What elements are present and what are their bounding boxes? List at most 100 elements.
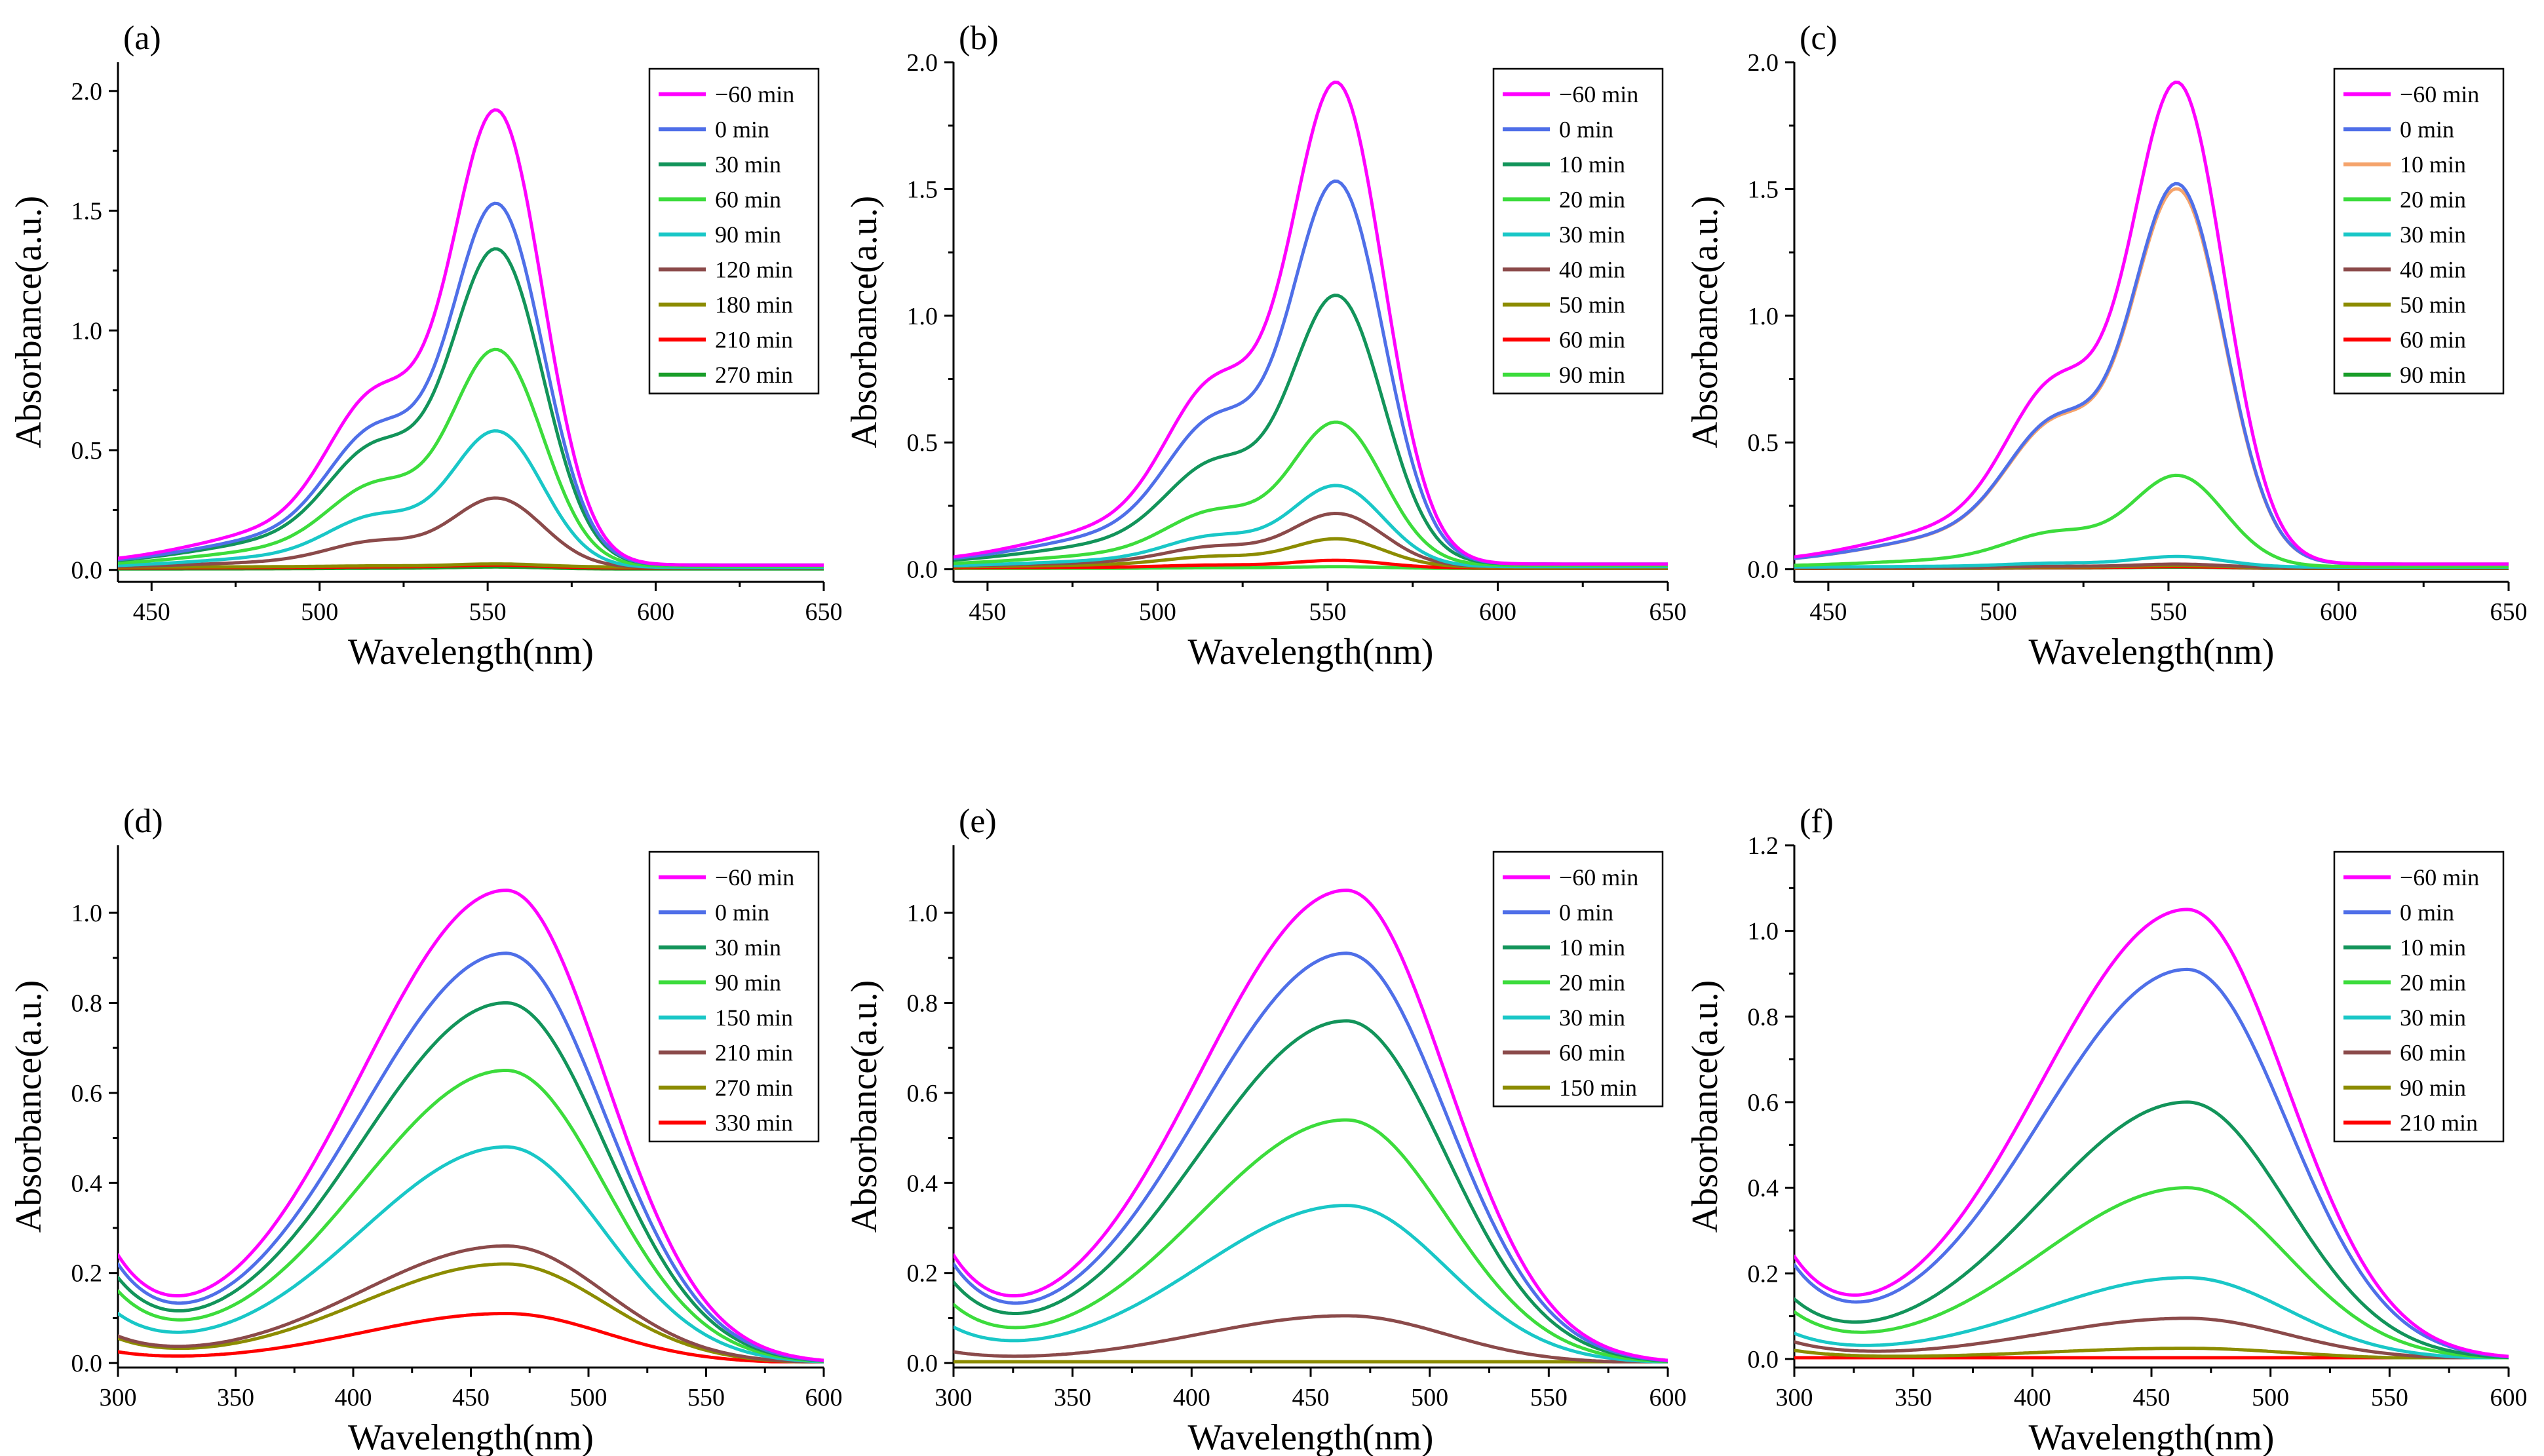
panel-label: (c)	[1800, 20, 1838, 57]
legend-label: −60 min	[2400, 81, 2479, 107]
x-tick-label: 450	[969, 598, 1006, 626]
x-tick-label: 600	[805, 1384, 843, 1411]
y-tick-label: 1.5	[71, 198, 103, 225]
series-line	[1794, 473, 2509, 569]
series-line	[1794, 1100, 2509, 1360]
legend-label: 120 min	[715, 256, 793, 282]
x-tick-label: 650	[2490, 598, 2528, 626]
y-tick-label: 1.0	[71, 317, 103, 345]
legend-label: 330 min	[715, 1109, 793, 1136]
y-tick-label: 1.0	[1748, 303, 1779, 330]
series-line	[118, 1244, 824, 1364]
series-line	[1794, 967, 2509, 1358]
series-line	[954, 1204, 1668, 1364]
legend-box	[1492, 851, 1664, 1107]
legend-label: 270 min	[715, 1075, 793, 1101]
x-tick-label: 400	[2014, 1384, 2051, 1411]
legend-label: −60 min	[715, 81, 794, 107]
chart-panel: (b) 450 500 550 600 650 0.0 0.5 1.0 1.5 2.0 Wavelen…	[844, 20, 1687, 672]
y-tick-label: 0.0	[71, 557, 103, 584]
series-line	[1794, 908, 2509, 1358]
series-line	[954, 1118, 1668, 1364]
legend-label: 40 min	[2400, 256, 2466, 282]
series-line	[118, 1262, 824, 1364]
legend-label: 180 min	[715, 292, 793, 318]
y-tick-label: 0.6	[1748, 1089, 1779, 1117]
y-axis-title: Absorbance(a.u.)	[844, 196, 885, 449]
series-line	[954, 889, 1668, 1362]
panel-label: (e)	[959, 803, 997, 840]
series-line	[1794, 1276, 2509, 1360]
legend-label: 30 min	[2400, 1005, 2466, 1031]
legend-label: 0 min	[715, 116, 769, 142]
y-tick-label: 2.0	[71, 78, 103, 105]
panel-label: (f)	[1800, 803, 1834, 840]
x-axis-title: Wavelength(nm)	[2029, 1417, 2275, 1456]
legend: −60 min 0 min 10 min 20 min 30 min 40 min 50 m…	[1492, 67, 1664, 394]
x-tick-label: 500	[1980, 598, 2017, 626]
y-tick-label: 1.0	[907, 900, 938, 927]
x-tick-label: 450	[133, 598, 170, 626]
series-line	[954, 1019, 1668, 1363]
y-axis-title: Absorbance(a.u.)	[1685, 980, 1725, 1233]
panel-label: (a)	[123, 20, 161, 57]
legend-label: 0 min	[1559, 899, 1613, 925]
legend-label: 30 min	[715, 934, 781, 961]
legend-label: 0 min	[2400, 899, 2454, 925]
legend: −60 min 0 min 30 min 60 min 90 min 120 min 180…	[648, 67, 820, 394]
x-tick-label: 600	[1479, 598, 1516, 626]
legend-label: 270 min	[715, 362, 793, 388]
x-axis-title: Wavelength(nm)	[1188, 632, 1434, 672]
panel-label: (b)	[959, 20, 999, 57]
legend-label: 40 min	[1559, 256, 1625, 282]
x-tick-label: 350	[1054, 1384, 1091, 1411]
y-tick-label: 0.5	[1748, 429, 1779, 457]
legend-label: 20 min	[1559, 186, 1625, 212]
series-line	[1794, 1316, 2509, 1360]
legend-label: −60 min	[1559, 864, 1638, 891]
legend: −60 min 0 min 10 min 20 min 30 min 60 min 150 …	[1492, 851, 1664, 1107]
y-tick-label: 0.2	[1748, 1260, 1779, 1288]
x-tick-label: 500	[1411, 1384, 1448, 1411]
legend-label: 0 min	[2400, 116, 2454, 142]
y-tick-label: 0.0	[1748, 556, 1779, 584]
x-tick-label: 300	[935, 1384, 973, 1411]
legend-label: −60 min	[2400, 864, 2479, 891]
legend-label: 210 min	[715, 1039, 793, 1065]
y-tick-label: 1.2	[1748, 832, 1779, 860]
legend-label: 30 min	[2400, 221, 2466, 248]
x-tick-label: 500	[570, 1384, 607, 1411]
x-tick-label: 650	[1649, 598, 1687, 626]
y-tick-label: 1.0	[1748, 918, 1779, 946]
legend-label: 10 min	[1559, 151, 1625, 178]
x-tick-label: 300	[1776, 1384, 1813, 1411]
legend-label: 90 min	[715, 221, 781, 248]
legend-label: 10 min	[2400, 934, 2466, 961]
y-tick-label: 0.4	[1748, 1175, 1779, 1202]
legend-label: 60 min	[2400, 1039, 2466, 1065]
legend-label: 50 min	[2400, 292, 2466, 318]
y-tick-label: 0.8	[71, 989, 103, 1017]
x-tick-label: 300	[100, 1384, 137, 1411]
x-tick-label: 450	[452, 1384, 490, 1411]
legend-label: 30 min	[1559, 1005, 1625, 1031]
legend-label: 90 min	[2400, 1075, 2466, 1101]
y-tick-label: 2.0	[907, 49, 938, 77]
legend-label: −60 min	[1559, 81, 1638, 107]
y-tick-label: 0.4	[71, 1170, 103, 1197]
chart-panel: (e) 300 350 400 450 500 550 600 0.0 0.2 0.4 0.6 0.8 1…	[844, 803, 1687, 1456]
y-axis-title: Absorbance(a.u.)	[9, 196, 49, 449]
x-axis-title: Wavelength(nm)	[348, 632, 594, 672]
legend-label: −60 min	[715, 864, 794, 891]
y-tick-label: 1.0	[71, 900, 103, 927]
x-tick-label: 450	[2133, 1384, 2170, 1411]
panel-label: (d)	[123, 803, 163, 840]
y-tick-label: 1.0	[907, 303, 938, 330]
chart-panel: (f) 300 350 400 450 500 550 600 0.0 0.2 0.4 0.6 0.8 1…	[1685, 803, 2528, 1456]
x-tick-label: 550	[1530, 1384, 1568, 1411]
legend-label: 60 min	[1559, 1039, 1625, 1065]
series-line	[118, 1069, 824, 1364]
y-tick-label: 0.8	[907, 989, 938, 1017]
y-axis-title: Absorbance(a.u.)	[9, 980, 49, 1233]
